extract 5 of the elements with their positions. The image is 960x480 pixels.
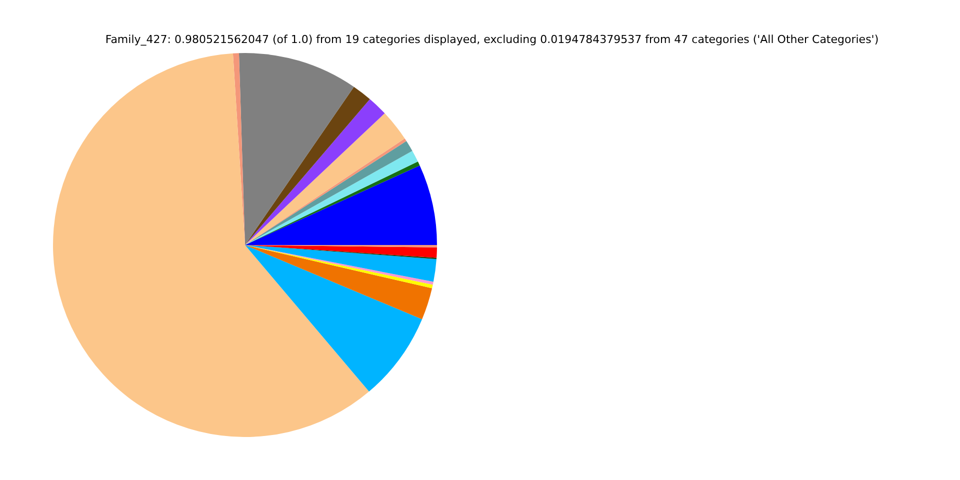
pie-slice: [238, 53, 354, 245]
pie-slice: [245, 86, 370, 245]
text: Family_427: 0.980521562047 (of 1.0) from 19 categories displayed, excluding 0.0194784379537 from 47 categories ('All Other Categories'): [105, 33, 879, 46]
pie-slice: [245, 99, 385, 245]
pie-slice: [245, 245, 432, 320]
